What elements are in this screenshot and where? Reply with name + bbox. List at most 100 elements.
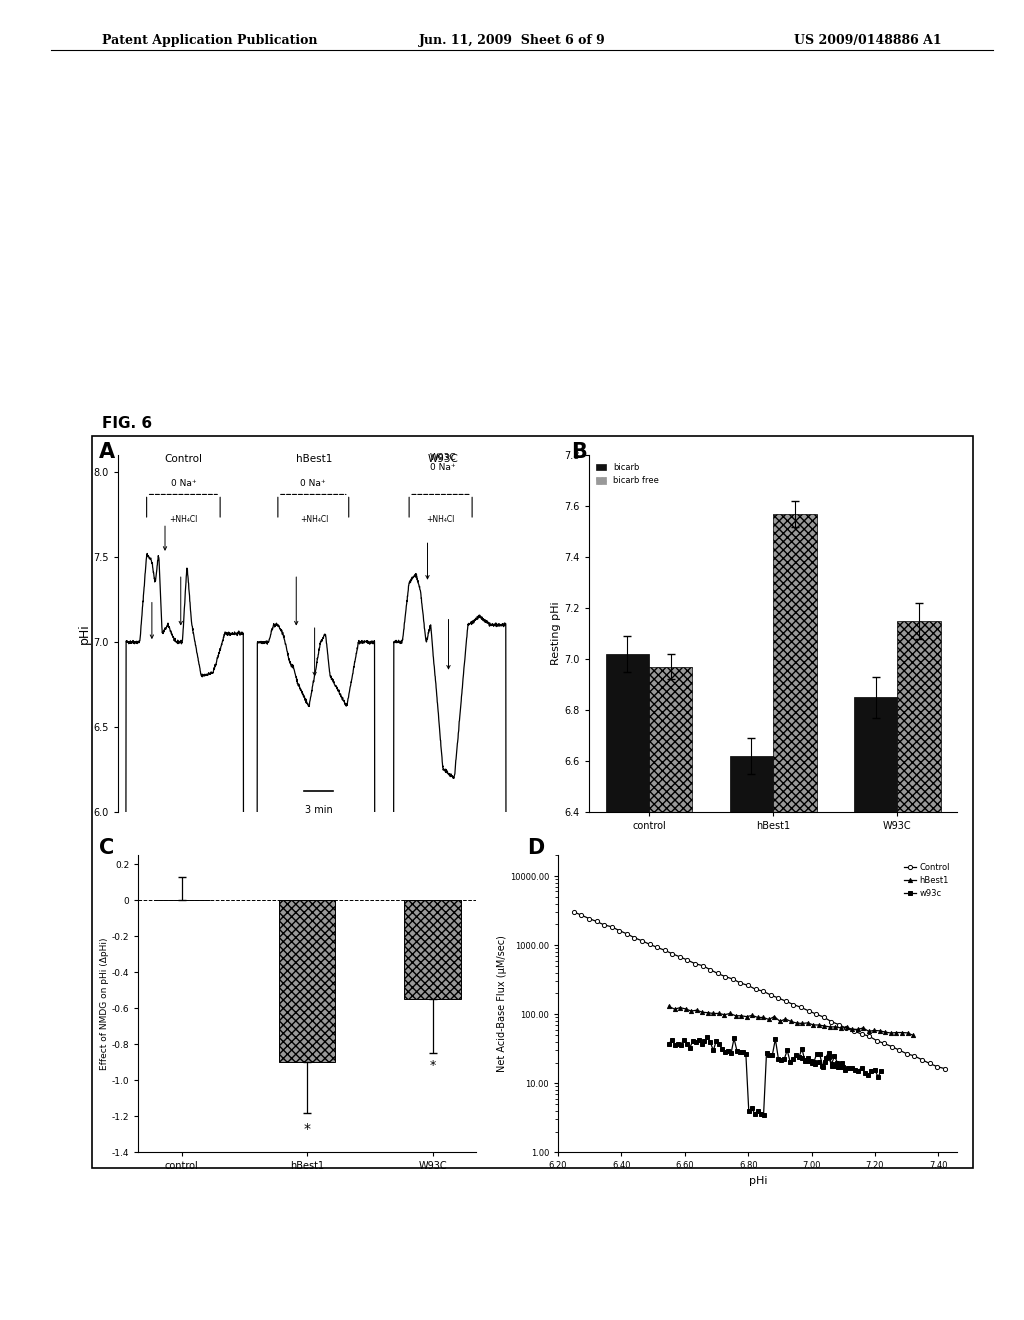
Bar xyxy=(730,756,773,1320)
hBest1 xyxy=(674,999,686,1015)
Control xyxy=(878,1036,890,1052)
Control xyxy=(810,1006,822,1022)
Control xyxy=(591,913,603,929)
Control xyxy=(651,940,664,956)
Control xyxy=(863,1028,876,1044)
Line: w93c: w93c xyxy=(667,1035,846,1117)
hBest1 xyxy=(735,1008,748,1024)
hBest1 xyxy=(663,998,675,1014)
Control xyxy=(605,919,617,935)
Control xyxy=(870,1032,883,1048)
Control xyxy=(712,965,724,981)
hBest1 xyxy=(713,1006,725,1022)
w93c xyxy=(725,1045,737,1061)
Control xyxy=(855,1026,867,1041)
Control xyxy=(848,1023,860,1039)
hBest1 xyxy=(885,1026,897,1041)
Bar xyxy=(854,697,897,1320)
Control xyxy=(795,999,807,1015)
hBest1 xyxy=(829,1019,842,1035)
Control xyxy=(629,929,641,945)
Control xyxy=(908,1048,921,1064)
Control xyxy=(886,1039,898,1055)
hBest1 xyxy=(690,1002,702,1018)
hBest1 xyxy=(719,1007,731,1023)
Bar xyxy=(404,900,461,999)
hBest1 xyxy=(696,1005,709,1020)
Bar xyxy=(649,667,692,1320)
Control xyxy=(939,1061,951,1077)
Control xyxy=(613,923,626,939)
Text: *: * xyxy=(304,1122,310,1137)
hBest1 xyxy=(818,1018,830,1034)
Control xyxy=(757,983,769,999)
hBest1 xyxy=(846,1022,858,1038)
Control xyxy=(583,911,595,927)
Bar xyxy=(605,653,649,1320)
Control xyxy=(772,990,784,1006)
Control xyxy=(833,1016,845,1032)
Legend: bicarb, bicarb free: bicarb, bicarb free xyxy=(593,459,663,488)
Control xyxy=(803,1003,815,1019)
Control xyxy=(779,993,792,1008)
Control xyxy=(727,972,739,987)
Text: +NH₄Cl: +NH₄Cl xyxy=(426,515,455,524)
Y-axis label: pHi: pHi xyxy=(78,623,90,644)
Y-axis label: Resting pHi: Resting pHi xyxy=(552,602,561,665)
Control xyxy=(681,952,693,968)
w93c xyxy=(778,1051,791,1067)
Text: W93C: W93C xyxy=(428,454,459,463)
Text: US 2009/0148886 A1: US 2009/0148886 A1 xyxy=(795,34,942,48)
Text: +NH₄Cl: +NH₄Cl xyxy=(169,515,198,524)
Text: W93C
0 Na⁺: W93C 0 Na⁺ xyxy=(430,453,457,473)
hBest1 xyxy=(868,1023,881,1039)
Control xyxy=(719,969,731,985)
Control xyxy=(575,907,588,923)
w93c xyxy=(663,1036,675,1052)
hBest1 xyxy=(807,1016,819,1032)
hBest1 xyxy=(823,1019,836,1035)
Control xyxy=(705,962,717,978)
Control xyxy=(689,956,701,972)
Legend: Control, hBest1, w93c: Control, hBest1, w93c xyxy=(900,859,953,902)
Text: B: B xyxy=(571,442,588,462)
Control xyxy=(667,946,679,962)
Text: A: A xyxy=(99,442,116,462)
Control xyxy=(924,1056,936,1072)
hBest1 xyxy=(669,1001,681,1016)
hBest1 xyxy=(685,1003,697,1019)
Control xyxy=(621,925,633,941)
Control xyxy=(741,977,754,993)
hBest1 xyxy=(763,1011,775,1027)
hBest1 xyxy=(880,1024,892,1040)
Control xyxy=(567,904,580,920)
Y-axis label: Effect of NMDG on pHi (ΔpHi): Effect of NMDG on pHi (ΔpHi) xyxy=(99,937,109,1071)
Control xyxy=(750,981,762,997)
hBest1 xyxy=(768,1008,780,1024)
hBest1 xyxy=(740,1008,753,1024)
hBest1 xyxy=(862,1023,874,1039)
Control xyxy=(658,942,671,958)
Control xyxy=(915,1052,928,1068)
Text: Control: Control xyxy=(165,454,203,463)
hBest1 xyxy=(835,1020,847,1036)
Control xyxy=(765,987,777,1003)
Text: C: C xyxy=(99,838,115,858)
hBest1 xyxy=(701,1005,714,1020)
hBest1 xyxy=(841,1019,853,1035)
Control xyxy=(931,1059,943,1074)
hBest1 xyxy=(729,1007,741,1023)
hBest1 xyxy=(796,1015,808,1031)
Y-axis label: Net Acid-Base Flux (μM/sec): Net Acid-Base Flux (μM/sec) xyxy=(497,936,507,1072)
X-axis label: pHi: pHi xyxy=(749,1176,767,1185)
hBest1 xyxy=(907,1027,920,1043)
Control xyxy=(901,1045,913,1061)
w93c xyxy=(710,1032,722,1048)
hBest1 xyxy=(757,1010,769,1026)
hBest1 xyxy=(890,1024,902,1040)
Text: +NH₄Cl: +NH₄Cl xyxy=(300,515,329,524)
Control xyxy=(787,997,800,1012)
Control xyxy=(696,958,709,974)
Control xyxy=(893,1043,905,1059)
w93c xyxy=(701,1030,714,1045)
